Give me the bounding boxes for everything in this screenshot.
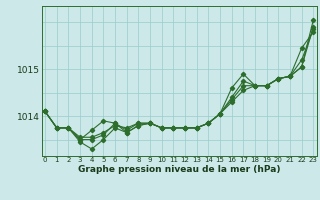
X-axis label: Graphe pression niveau de la mer (hPa): Graphe pression niveau de la mer (hPa) (78, 165, 280, 174)
